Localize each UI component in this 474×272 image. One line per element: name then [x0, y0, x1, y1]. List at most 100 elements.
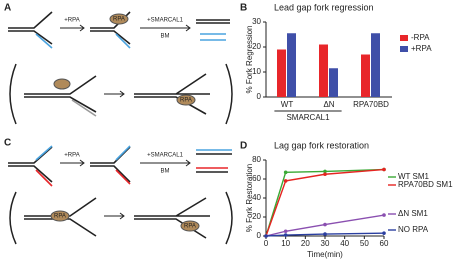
step-label: BM: [161, 169, 170, 175]
series-line: [265, 232, 385, 237]
arrow: [104, 212, 125, 220]
panel-letter: D: [240, 141, 247, 152]
legend-label: -RPA: [411, 33, 430, 42]
bar: [287, 33, 296, 97]
strand: [71, 99, 97, 117]
data-point: [264, 234, 268, 238]
y-tick-label: 60: [252, 174, 261, 183]
rpa-protein: [50, 210, 70, 222]
legend-label: +RPA: [411, 44, 432, 53]
x-tick-label: 50: [360, 239, 369, 248]
step-label: +RPA: [64, 18, 79, 24]
rpa-protein: [109, 13, 129, 25]
arrow: [60, 159, 85, 167]
strand: [115, 145, 131, 161]
y-tick-label: 0: [257, 231, 262, 240]
rpa-protein: [180, 220, 200, 232]
legend-label: NO RPA: [398, 225, 429, 234]
y-tick-label: 20: [252, 212, 261, 221]
step-label: +SMARCAL1: [147, 153, 184, 159]
y-axis-label: % Fork Regression: [245, 25, 254, 93]
data-point: [323, 222, 327, 227]
fork: [134, 73, 210, 115]
data-point: [323, 172, 327, 177]
x-tick-label: 40: [340, 239, 349, 248]
rpa-protein: [176, 94, 196, 106]
bar: [329, 68, 338, 97]
strand: [35, 145, 53, 161]
arrow: [140, 159, 191, 167]
bar: [371, 33, 380, 97]
protein-label: RPA: [184, 224, 196, 230]
bar: [277, 49, 286, 97]
diagram-a: A +RPA RPA +SMARCAL1 BM RPA: [4, 3, 233, 125]
x-tick-label: RPA70BD: [353, 100, 389, 109]
bracket: [9, 191, 233, 245]
x-tick-label: 10: [281, 239, 290, 248]
x-tick-label: 30: [321, 239, 330, 248]
rpa-protein: [53, 78, 71, 90]
x-tick-label: 60: [380, 239, 389, 248]
strand: [35, 169, 53, 187]
y-tick-label: 80: [252, 155, 261, 164]
strand: [115, 33, 131, 49]
strand: [35, 33, 53, 49]
step-label: +SMARCAL1: [147, 18, 184, 24]
legend-label: ΔN SM1: [398, 209, 428, 218]
x-tick-label: 0: [264, 239, 269, 248]
y-tick-label: 10: [252, 67, 261, 76]
data-point: [382, 213, 386, 217]
panel-letter: C: [4, 138, 11, 149]
legend-swatch: [400, 46, 408, 52]
series-line: [265, 168, 385, 237]
data-point: [283, 179, 288, 183]
legend-label: WT SM1: [398, 172, 430, 181]
data-point: [283, 233, 288, 237]
chart-title: Lead gap fork regression: [274, 2, 374, 12]
arrow: [60, 24, 85, 32]
x-axis-label: Time(min): [307, 250, 343, 259]
group-label: SMARCAL1: [286, 113, 330, 122]
y-axis-label: % Fork Restoration: [245, 164, 254, 232]
data-point: [323, 232, 327, 236]
fork: [24, 75, 97, 113]
y-tick-label: 40: [252, 193, 261, 202]
product: [200, 33, 226, 41]
step-label: +RPA: [64, 153, 79, 159]
product: [196, 19, 230, 24]
chart-title: Lag gap fork restoration: [274, 140, 369, 150]
y-tick-label: 0: [257, 92, 262, 101]
y-tick-label: 30: [252, 17, 261, 26]
protein-label: RPA: [180, 98, 192, 104]
series-line: [265, 214, 385, 237]
x-tick-label: WT: [281, 100, 294, 109]
data-point: [382, 167, 386, 172]
arrow: [104, 90, 125, 98]
y-tick-label: 20: [252, 42, 261, 51]
bracket: [9, 63, 233, 125]
series-line: [265, 168, 385, 237]
fork: [8, 146, 53, 183]
data-point: [382, 231, 386, 235]
diagram-c: C +RPA +SMARCAL1 BM RPA RPA: [4, 138, 233, 245]
protein-label: RPA: [113, 17, 125, 23]
legend-swatch: [400, 35, 408, 41]
panel-letter: A: [4, 3, 11, 14]
bar: [319, 44, 328, 97]
data-point: [283, 170, 288, 175]
panel-letter: B: [240, 3, 247, 14]
step-label: BM: [161, 34, 170, 40]
x-tick-label: 20: [301, 239, 310, 248]
bar: [361, 54, 370, 97]
arrow: [140, 24, 191, 32]
data-point: [323, 169, 327, 174]
fork: [8, 11, 53, 45]
data-point: [283, 229, 288, 234]
fork: [24, 197, 97, 237]
fork: [134, 197, 210, 239]
strand: [115, 169, 131, 185]
protein-label: RPA: [54, 214, 66, 220]
x-tick-label: ΔN: [323, 100, 334, 109]
legend-label: RPA70BD SM1: [398, 180, 453, 189]
